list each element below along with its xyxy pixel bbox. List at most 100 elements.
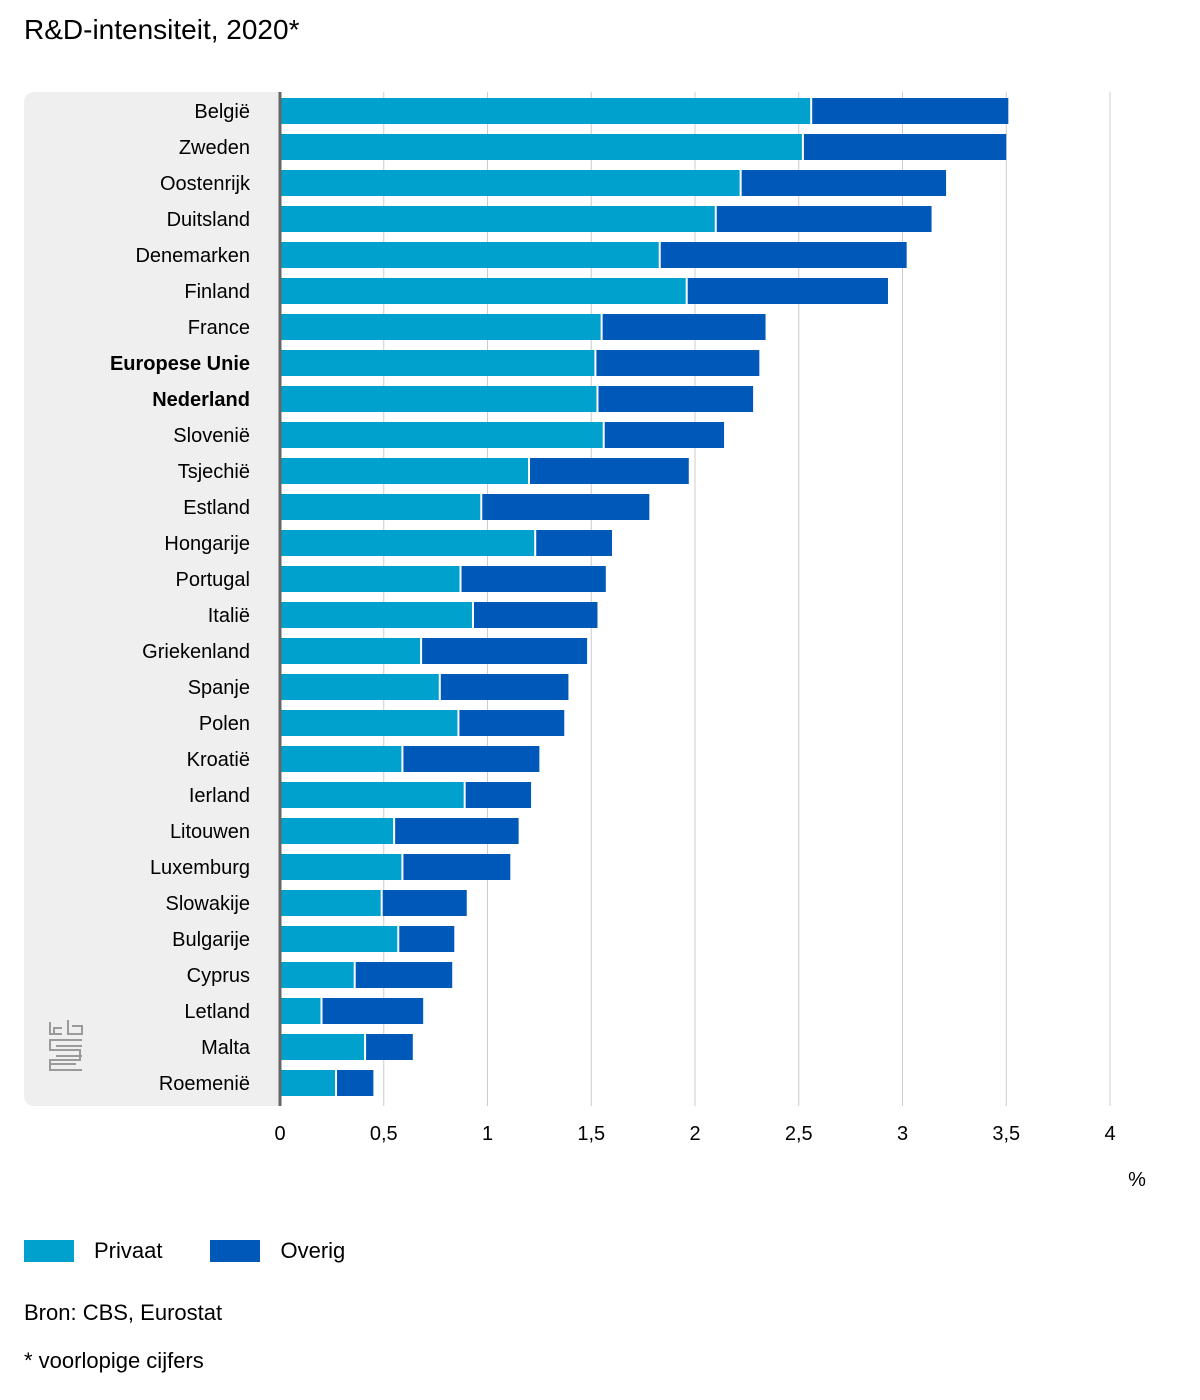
bar-privaat (280, 242, 660, 268)
label-panel (24, 92, 280, 1106)
x-unit-label: % (1128, 1169, 1146, 1191)
bar-overig (740, 170, 947, 196)
bar-overig (659, 242, 907, 268)
bar-privaat (280, 890, 382, 916)
bar-privaat (280, 746, 403, 772)
bar-privaat (280, 818, 395, 844)
category-label: Zweden (179, 137, 250, 159)
bar-overig (421, 638, 588, 664)
bar-overig (595, 350, 760, 376)
category-label: Slovenië (173, 425, 250, 447)
bar-privaat (280, 530, 536, 556)
category-label: Polen (199, 713, 250, 735)
category-label: Nederland (152, 389, 250, 411)
bar-privaat (280, 458, 529, 484)
bar-overig (802, 134, 1007, 160)
bar-privaat (280, 854, 403, 880)
bar-overig (529, 458, 689, 484)
x-tick-label: 1 (482, 1123, 493, 1145)
bar-privaat (280, 710, 459, 736)
bar-overig (472, 602, 598, 628)
bar-privaat (280, 962, 355, 988)
legend-label-overig: Overig (280, 1238, 346, 1263)
x-tick-label: 2,5 (785, 1123, 813, 1145)
x-tick-label: 0,5 (370, 1123, 398, 1145)
bar-privaat (280, 278, 687, 304)
legend-item-privaat: Privaat (24, 1238, 162, 1264)
category-label: Spanje (188, 677, 250, 699)
bar-overig (354, 962, 453, 988)
bar-privaat (280, 134, 803, 160)
category-label: France (188, 317, 250, 339)
category-label: Hongarije (164, 533, 250, 555)
stacked-bar-chart: 0 0,5 1 1,5 2 2,5 3 3,5 4% België Zweden Oostenrijk… (24, 92, 1146, 1191)
bar-overig (381, 890, 467, 916)
bar-overig (597, 386, 754, 412)
x-tick-label: 2 (689, 1123, 700, 1145)
bar-privaat (280, 314, 602, 340)
category-label: België (194, 101, 250, 123)
bar-overig (402, 854, 511, 880)
category-label: Ierland (189, 785, 250, 807)
bar-overig (535, 530, 612, 556)
source-note: Bron: CBS, Eurostat (24, 1300, 223, 1325)
chart-title: R&D-intensiteit, 2020* (24, 14, 300, 45)
footnote: * voorlopige cijfers (24, 1348, 204, 1373)
bar-overig (321, 998, 424, 1024)
bar-overig (464, 782, 532, 808)
x-tick-label: 0 (274, 1123, 285, 1145)
legend-swatch-overig (210, 1240, 261, 1262)
category-label: Luxemburg (150, 857, 250, 879)
bar-overig (481, 494, 650, 520)
bar-overig (603, 422, 725, 448)
x-tick-label: 3 (897, 1123, 908, 1145)
bar-privaat (280, 422, 604, 448)
bar-privaat (280, 206, 716, 232)
bar-overig (402, 746, 540, 772)
bar-overig (365, 1034, 413, 1060)
bar-overig (686, 278, 888, 304)
bar-privaat (280, 638, 422, 664)
bar-privaat (280, 170, 741, 196)
bar-overig (715, 206, 932, 232)
bar-overig (458, 710, 565, 736)
bar-privaat (280, 566, 461, 592)
category-label: Malta (201, 1037, 251, 1059)
cbs-logo-icon (46, 1018, 86, 1079)
category-label: Denemarken (135, 245, 250, 267)
category-label: Bulgarije (172, 929, 250, 951)
bar-overig (460, 566, 606, 592)
category-label: Portugal (176, 569, 251, 591)
x-tick-label: 3,5 (992, 1123, 1020, 1145)
bar-overig (601, 314, 766, 340)
bar-privaat (280, 782, 465, 808)
legend-label-privaat: Privaat (94, 1238, 163, 1263)
bar-privaat (280, 386, 598, 412)
category-label: Estland (183, 497, 250, 519)
category-label: Tsjechië (178, 461, 250, 483)
bar-privaat (280, 674, 440, 700)
category-label: Italië (208, 605, 250, 627)
legend-swatch-privaat (24, 1240, 74, 1262)
category-label: Slowakije (166, 893, 250, 915)
bar-privaat (280, 1034, 366, 1060)
bar-overig (398, 926, 455, 952)
bar-privaat (280, 1070, 337, 1096)
category-label: Litouwen (170, 821, 250, 843)
category-label: Finland (184, 281, 250, 303)
x-tick-label: 1,5 (577, 1123, 605, 1145)
category-label: Duitsland (167, 209, 250, 231)
bar-overig (336, 1070, 374, 1096)
category-label: Griekenland (142, 641, 250, 663)
bar-privaat (280, 350, 596, 376)
category-label: Kroatië (187, 749, 250, 771)
bar-overig (439, 674, 569, 700)
category-label: Roemenië (159, 1073, 250, 1095)
bar-overig (394, 818, 519, 844)
category-label: Cyprus (187, 965, 250, 987)
label-panel-edge (268, 92, 280, 1106)
bar-privaat (280, 98, 812, 124)
legend-item-overig: Overig (210, 1238, 345, 1264)
category-label: Letland (184, 1001, 250, 1023)
bar-overig (811, 98, 1009, 124)
